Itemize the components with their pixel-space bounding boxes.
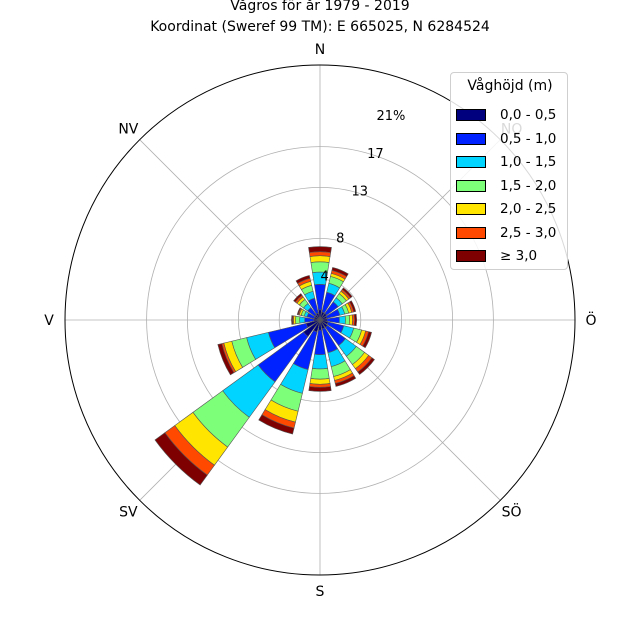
radial-tick-label: 21%	[377, 109, 406, 124]
legend-item: 1,5 - 2,0	[456, 177, 566, 197]
bar-segment	[344, 315, 350, 325]
legend-label: 0,5 - 1,0	[500, 130, 557, 147]
legend-swatch	[456, 156, 486, 168]
legend-label: 2,0 - 2,5	[500, 201, 557, 217]
bar-segment	[154, 432, 208, 486]
wind-rose-bars	[154, 246, 375, 486]
radial-tick-label: 4	[320, 269, 328, 284]
direction-label: V	[44, 313, 54, 329]
direction-label: SV	[119, 505, 138, 521]
legend-label: 1,0 - 1,5	[500, 154, 557, 170]
bar-segment	[217, 343, 235, 376]
bar-segment	[309, 255, 331, 263]
chart-title: Vågros för år 1979 - 2019	[230, 0, 410, 14]
legend-label: 0,0 - 0,5	[500, 107, 557, 123]
legend-item: 0,0 - 0,5	[456, 106, 566, 126]
legend-swatch	[456, 203, 486, 215]
legend-swatch	[456, 250, 486, 262]
radial-tick-label: 17	[367, 147, 384, 162]
legend-swatch	[456, 109, 486, 121]
radial-tick-label: 8	[336, 232, 344, 247]
bar-segment	[291, 315, 294, 325]
legend: Våghöjd (m) 0,0 - 0,5 0,5 - 1,0 1,0 - 1,5 1…	[450, 72, 568, 270]
radial-tick-labels: 4 8 13 17 21%	[320, 109, 405, 284]
legend-swatch	[456, 226, 486, 239]
direction-label: Ö	[585, 311, 596, 329]
legend-label: 1,5 - 2,0	[500, 177, 557, 194]
bar-segment	[293, 293, 303, 303]
radial-tick-label: 13	[351, 184, 368, 199]
bar-segment	[299, 316, 306, 324]
bar-segment	[295, 315, 301, 325]
legend-swatch	[456, 132, 486, 145]
bar-segment	[341, 287, 353, 299]
legend-swatch	[456, 179, 486, 192]
direction-label: NV	[118, 121, 138, 137]
bar-segment	[295, 275, 311, 284]
bar-segment	[308, 251, 332, 257]
bar-segment	[310, 368, 330, 380]
bar-segment	[353, 313, 358, 327]
legend-label: ≥ 3,0	[500, 248, 538, 264]
grid-spoke	[139, 139, 321, 321]
legend-title: Våghöjd (m)	[467, 78, 553, 94]
bar-segment	[308, 386, 332, 392]
legend-item: 0,5 - 1,0	[456, 130, 566, 150]
bar-segment	[331, 267, 349, 277]
polar-frame	[64, 64, 576, 576]
bar-segment	[258, 414, 295, 435]
bar-segment	[309, 378, 331, 385]
bar-segment	[334, 375, 357, 387]
bar-segment	[348, 314, 353, 326]
bar-segment	[311, 353, 329, 370]
bar-segment	[357, 357, 375, 375]
direction-label: N	[315, 42, 325, 58]
bar-segment	[362, 331, 372, 349]
bar-segment	[296, 307, 302, 316]
legend-label: 2,5 - 3,0	[500, 224, 557, 241]
legend-item: 2,5 - 3,0	[456, 224, 566, 244]
bar-segment	[338, 315, 346, 325]
legend-item: ≥ 3,0	[456, 247, 566, 267]
chart-subtitle: Koordinat (Sweref 99 TM): E 665025, N 62…	[150, 19, 490, 35]
direction-label: SÖ	[502, 503, 522, 521]
legend-item: 1,0 - 1,5	[456, 153, 566, 173]
direction-label: S	[316, 584, 325, 600]
bar-segment	[349, 300, 357, 313]
legend-item: 2,0 - 2,5	[456, 200, 566, 220]
bar-segment	[308, 246, 332, 253]
